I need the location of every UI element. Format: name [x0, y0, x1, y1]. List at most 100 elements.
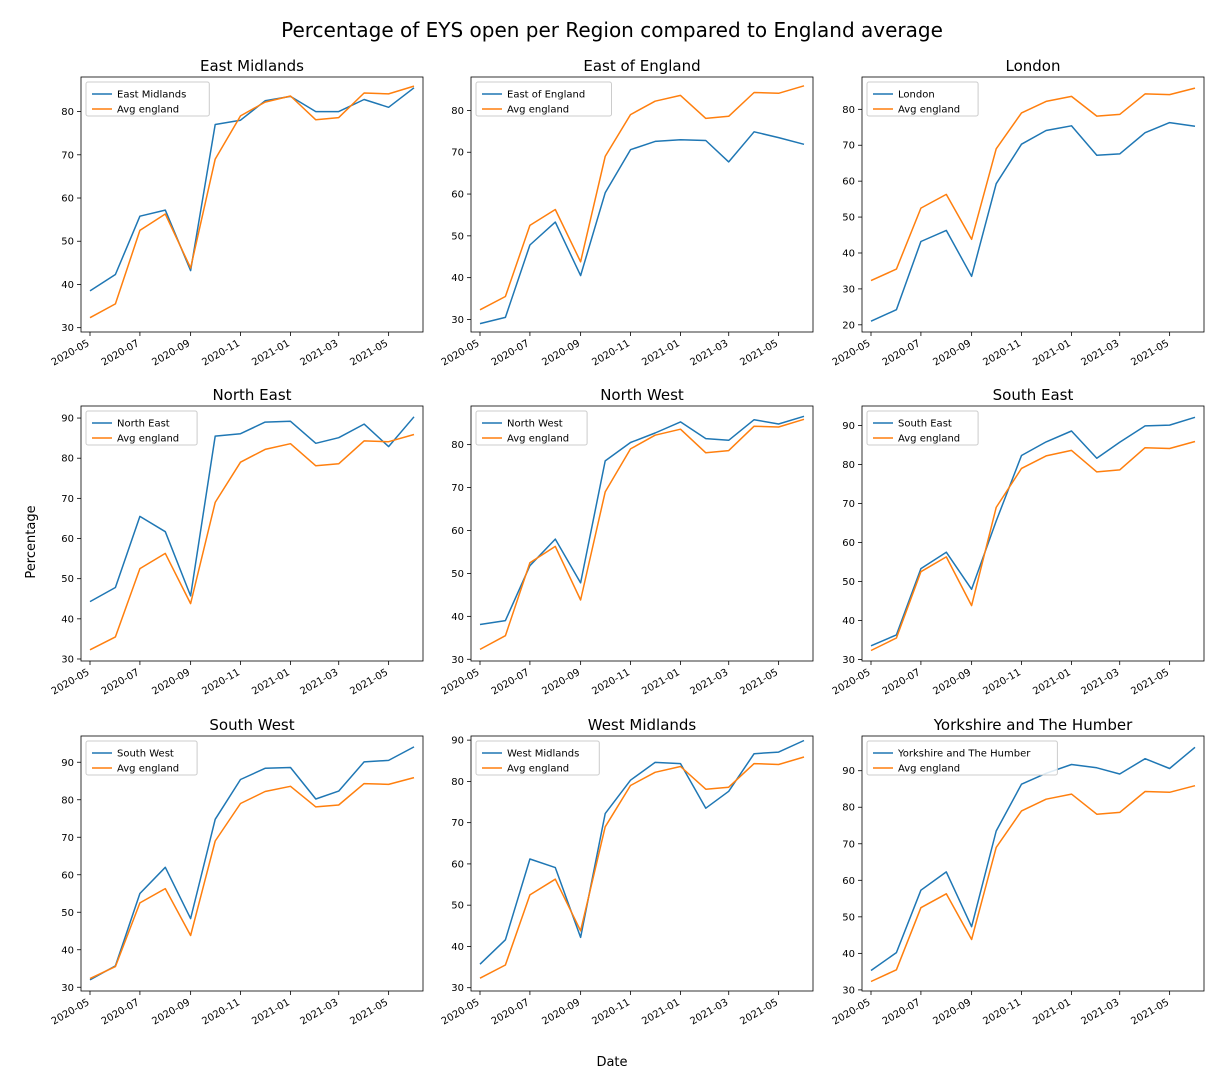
legend-label: Yorkshire and The Humber [897, 749, 1031, 760]
y-tick-label: 70 [842, 499, 855, 510]
england-average-line [89, 776, 415, 980]
subplot-panel: South East 30 40 50 60 70 80 90 2020-05 2020-07 20… [831, 386, 1205, 697]
y-tick-label: 80 [61, 107, 74, 118]
subplot-title: South West [209, 716, 294, 734]
subplot-panel: North East 30 40 50 60 70 80 90 2020-05 2020-07 20… [50, 386, 424, 697]
x-tick-label: 2020-07 [490, 997, 532, 1027]
x-tick-label: 2020-09 [150, 997, 192, 1027]
x-tick-label: 2020-09 [540, 667, 582, 697]
legend-label: West Midlands [507, 749, 579, 760]
y-tick-label: 20 [842, 320, 855, 331]
subplot-panel: East Midlands 30 40 50 60 70 80 2020-05 2020-07 2… [50, 57, 424, 368]
england-average-line [870, 87, 1196, 282]
y-tick-label: 80 [451, 106, 464, 117]
x-tick-label: 2021-05 [348, 667, 390, 697]
x-tick-label: 2020-05 [50, 997, 92, 1027]
y-tick-label: 40 [451, 612, 464, 623]
x-tick-label: 2020-05 [831, 997, 873, 1027]
plot-frame [861, 735, 1205, 992]
subplot-title: South East [993, 386, 1074, 404]
x-tick-label: 2021-05 [738, 997, 780, 1027]
x-tick-label: 2021-03 [689, 338, 731, 368]
figure-ylabel: Percentage [24, 505, 39, 578]
y-tick-label: 70 [842, 141, 855, 152]
x-tick-label: 2021-03 [689, 997, 731, 1027]
legend-label: Avg england [507, 434, 569, 445]
legend-label: London [898, 90, 935, 101]
plot-frame [80, 76, 424, 333]
legend-box [475, 410, 588, 446]
figure-title: Percentage of EYS open per Region compar… [281, 18, 943, 42]
y-tick-label: 60 [61, 194, 74, 205]
legend-box [866, 740, 1058, 776]
subplot-panel: South West 30 40 50 60 70 80 90 2020-05 2020-07 20… [50, 716, 424, 1027]
x-tick-label: 2021-01 [250, 338, 292, 368]
x-tick-label: 2021-05 [1129, 667, 1171, 697]
legend-label: Avg england [898, 434, 960, 445]
legend-label: Avg england [898, 764, 960, 775]
x-tick-label: 2020-09 [931, 667, 973, 697]
x-tick-label: 2021-03 [1080, 667, 1122, 697]
x-tick-label: 2020-05 [440, 338, 482, 368]
x-tick-label: 2021-05 [738, 667, 780, 697]
legend-label: Avg england [117, 434, 179, 445]
x-tick-label: 2021-05 [738, 338, 780, 368]
legend-box [85, 740, 198, 776]
y-tick-label: 60 [842, 876, 855, 887]
subplot-panel: East of England 30 40 50 60 70 80 2020-05 2020-0… [440, 57, 814, 368]
x-tick-label: 2020-07 [881, 667, 923, 697]
x-tick-label: 2020-09 [540, 338, 582, 368]
subplot-panel: Yorkshire and The Humber 30 40 50 60 70 80 90 20… [831, 716, 1205, 1027]
y-tick-label: 90 [61, 758, 74, 769]
y-tick-label: 60 [842, 177, 855, 188]
y-tick-label: 40 [451, 942, 464, 953]
x-tick-label: 2020-07 [881, 338, 923, 368]
region-series-line [89, 746, 415, 981]
y-tick-label: 40 [61, 945, 74, 956]
x-tick-label: 2021-01 [250, 997, 292, 1027]
legend-box [85, 81, 210, 117]
x-tick-label: 2020-07 [490, 338, 532, 368]
subplot-panel: West Midlands 30 40 50 60 70 80 90 2020-05 2020-0… [440, 716, 814, 1027]
x-tick-label: 2020-09 [150, 667, 192, 697]
x-tick-label: 2021-03 [1080, 338, 1122, 368]
region-series-line [479, 131, 805, 325]
y-tick-label: 80 [842, 105, 855, 116]
y-tick-label: 40 [842, 949, 855, 960]
y-tick-label: 80 [451, 440, 464, 451]
y-tick-label: 80 [842, 803, 855, 814]
x-tick-label: 2020-05 [831, 667, 873, 697]
legend-label: South East [898, 419, 952, 430]
region-series-line [870, 121, 1196, 322]
y-tick-label: 30 [842, 655, 855, 666]
x-tick-label: 2020-05 [831, 338, 873, 368]
y-tick-label: 50 [61, 237, 74, 248]
plot-frame [80, 405, 424, 662]
x-tick-label: 2020-11 [200, 997, 242, 1027]
england-average-line [479, 756, 805, 979]
y-tick-label: 80 [61, 454, 74, 465]
x-tick-label: 2020-09 [540, 997, 582, 1027]
legend-label: Avg england [117, 764, 179, 775]
y-tick-label: 40 [842, 248, 855, 259]
legend-box [475, 740, 600, 776]
x-tick-label: 2020-11 [981, 997, 1023, 1027]
x-tick-label: 2021-03 [299, 667, 341, 697]
y-tick-label: 40 [61, 280, 74, 291]
legend-label: Avg england [898, 105, 960, 116]
y-tick-label: 50 [842, 912, 855, 923]
y-tick-label: 40 [61, 614, 74, 625]
y-tick-label: 30 [842, 284, 855, 295]
legend-label: Avg england [507, 764, 569, 775]
x-tick-label: 2020-11 [200, 338, 242, 368]
y-tick-label: 70 [61, 833, 74, 844]
region-series-line [479, 415, 805, 626]
y-tick-label: 30 [61, 654, 74, 665]
x-tick-label: 2020-11 [200, 667, 242, 697]
plot-frame [470, 735, 814, 992]
y-tick-label: 70 [451, 818, 464, 829]
y-tick-label: 50 [842, 577, 855, 588]
region-series-line [870, 416, 1196, 647]
y-tick-label: 40 [451, 273, 464, 284]
